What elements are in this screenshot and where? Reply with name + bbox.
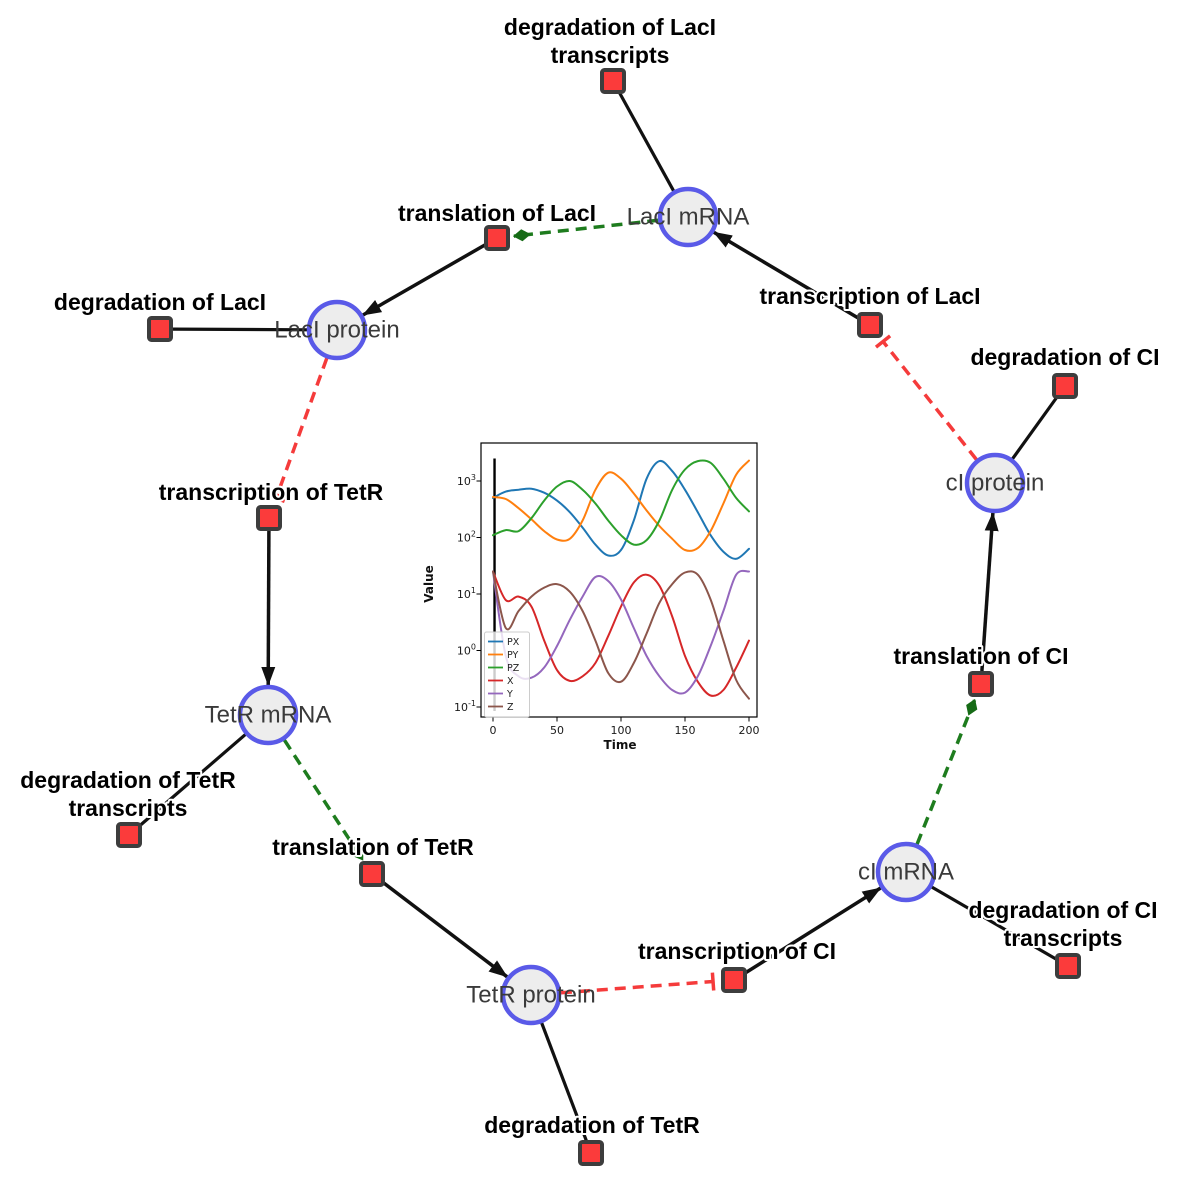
edge-modifier-laci-mrna-to-translation-of-laci bbox=[512, 218, 659, 242]
x-tick-label-50: 50 bbox=[550, 724, 564, 737]
x-tick-label-150: 150 bbox=[675, 724, 696, 737]
reaction-label-transcription-of-ci: transcription of CI bbox=[638, 938, 836, 964]
reaction-label-degradation-of-ci: degradation of CI bbox=[970, 344, 1159, 370]
reaction-node-degradation-of-tetr bbox=[578, 1140, 604, 1166]
reaction-label-degradation-of-laci-transcripts-line2: transcripts bbox=[551, 42, 670, 68]
legend-label-X: X bbox=[507, 676, 514, 687]
reaction-label-degradation-of-tetr-transcripts-line2: transcripts bbox=[69, 795, 188, 821]
reaction-label-degradation-of-ci-transcripts-line2: transcripts bbox=[1004, 925, 1123, 951]
nodes-layer bbox=[116, 68, 1081, 1166]
reaction-node-degradation-of-laci-transcripts bbox=[600, 68, 626, 94]
legend-label-Y: Y bbox=[506, 689, 513, 700]
edge-production-transcription-of-ci-to-ci-mrna bbox=[744, 886, 882, 975]
reaction-label-degradation-of-tetr: degradation of TetR bbox=[484, 1112, 700, 1138]
reaction-node-translation-of-laci bbox=[484, 225, 510, 251]
edge-consumption-ci-mrna-to-degradation-of-ci-transcripts bbox=[931, 885, 1058, 961]
reaction-node-translation-of-ci bbox=[968, 671, 994, 697]
edge-consumption-laci-mrna-to-degradation-of-laci-transcripts bbox=[617, 91, 675, 192]
species-node-tetr-protein bbox=[500, 964, 562, 1026]
edge-inhibition-ci-protein-to-transcription-of-laci bbox=[881, 340, 978, 461]
species-label-laci-protein: LacI protein bbox=[274, 317, 399, 344]
reaction-label-degradation-of-tetr-transcripts-line1: degradation of TetR bbox=[20, 767, 236, 793]
inhibition-tbar-transcription-of-laci bbox=[874, 334, 892, 349]
y-tick-label-1e2: 102 bbox=[457, 530, 476, 545]
reaction-node-degradation-of-ci-transcripts bbox=[1055, 953, 1081, 979]
reaction-label-transcription-of-tetr: transcription of TetR bbox=[159, 479, 384, 505]
species-node-laci-mrna bbox=[657, 186, 719, 248]
series-line-Y bbox=[492, 569, 750, 695]
reaction-label-degradation-of-ci-transcripts-line1: degradation of CI bbox=[968, 897, 1157, 923]
labels-layer: degradation of LacItranscriptstranslatio… bbox=[18, 12, 1161, 1140]
x-tick-label-100: 100 bbox=[611, 724, 632, 737]
reaction-label-degradation-of-laci-transcripts-line1: degradation of LacI bbox=[504, 14, 716, 40]
y-tick-label-1e1: 101 bbox=[457, 586, 476, 601]
species-node-tetr-mrna bbox=[237, 684, 299, 746]
species-node-ci-protein bbox=[964, 452, 1026, 514]
edge-production-transcription-of-laci-to-laci-mrna bbox=[712, 230, 860, 320]
x-tick-label-200: 200 bbox=[739, 724, 760, 737]
species-label-ci-protein: cI protein bbox=[946, 470, 1045, 497]
edge-production-translation-of-ci-to-ci-protein bbox=[980, 511, 999, 672]
reaction-label-translation-of-laci: translation of LacI bbox=[398, 200, 596, 226]
reaction-label-degradation-of-laci: degradation of LacI bbox=[54, 289, 266, 315]
reaction-node-degradation-of-laci bbox=[147, 316, 173, 342]
edge-consumption-tetr-protein-to-degradation-of-tetr bbox=[540, 1022, 588, 1142]
edge-consumption-laci-protein-to-degradation-of-laci bbox=[172, 327, 308, 332]
y-tick-label-1e0: 100 bbox=[457, 643, 476, 658]
y-tick-label-1e-1: 10-1 bbox=[454, 699, 476, 714]
edges-layer bbox=[137, 91, 1059, 1142]
edge-modifier-tetr-mrna-to-translation-of-tetr bbox=[282, 739, 365, 861]
edge-production-translation-of-laci-to-laci-protein bbox=[362, 242, 487, 317]
edge-modifier-ci-mrna-to-translation-of-ci bbox=[915, 698, 978, 845]
reaction-node-degradation-of-ci bbox=[1052, 373, 1078, 399]
reaction-label-transcription-of-laci: transcription of LacI bbox=[759, 283, 980, 309]
reaction-node-translation-of-tetr bbox=[359, 861, 385, 887]
series-line-X bbox=[492, 570, 750, 697]
reaction-node-transcription-of-laci bbox=[857, 312, 883, 338]
series-line-PZ bbox=[492, 459, 750, 546]
reaction-node-degradation-of-tetr-transcripts bbox=[116, 822, 142, 848]
species-label-tetr-protein: TetR protein bbox=[466, 982, 595, 1009]
series-line-Z bbox=[492, 570, 750, 700]
chart-x-axis-label: Time bbox=[604, 738, 637, 752]
edge-consumption-ci-protein-to-degradation-of-ci bbox=[1011, 395, 1059, 460]
edge-production-translation-of-tetr-to-tetr-protein bbox=[381, 880, 509, 979]
species-label-tetr-mrna: TetR mRNA bbox=[205, 702, 332, 729]
legend-label-PX: PX bbox=[507, 637, 520, 648]
series-line-PX bbox=[492, 459, 750, 560]
legend-label-PY: PY bbox=[507, 650, 519, 661]
species-node-laci-protein bbox=[306, 299, 368, 361]
edge-production-transcription-of-tetr-to-tetr-mrna bbox=[261, 530, 276, 686]
edge-inhibition-laci-protein-to-transcription-of-tetr bbox=[274, 357, 329, 499]
legend-label-Z: Z bbox=[507, 702, 514, 713]
y-tick-label-1e3: 103 bbox=[457, 473, 476, 488]
chart-legend: PX PY PZ XYZ bbox=[484, 631, 530, 718]
reaction-node-transcription-of-ci bbox=[721, 967, 747, 993]
legend-label-PZ: PZ bbox=[507, 663, 520, 674]
species-node-ci-mrna bbox=[875, 841, 937, 903]
reaction-label-translation-of-ci: translation of CI bbox=[893, 643, 1068, 669]
inhibition-tbar-transcription-of-tetr bbox=[267, 493, 286, 503]
species-label-laci-mrna: LacI mRNA bbox=[627, 204, 750, 231]
species-label-ci-mrna: cI mRNA bbox=[858, 859, 954, 886]
x-tick-label-0: 0 bbox=[490, 724, 497, 737]
inhibition-tbar-transcription-of-ci bbox=[710, 972, 716, 991]
inset-chart: 0 50 100 150 200 10-1 100 101 102 103 PX PY PZ XYZ bbox=[454, 442, 760, 737]
edge-consumption-tetr-mrna-to-degradation-of-tetr-transcripts bbox=[137, 733, 247, 828]
legend-box bbox=[484, 631, 530, 718]
series-line-PY bbox=[492, 459, 750, 552]
reaction-label-translation-of-tetr: translation of TetR bbox=[272, 834, 474, 860]
reaction-node-transcription-of-tetr bbox=[256, 505, 282, 531]
chart-frame bbox=[480, 442, 758, 718]
edge-inhibition-tetr-protein-to-transcription-of-ci bbox=[560, 979, 714, 995]
chart-y-axis-label: Value bbox=[422, 565, 436, 603]
